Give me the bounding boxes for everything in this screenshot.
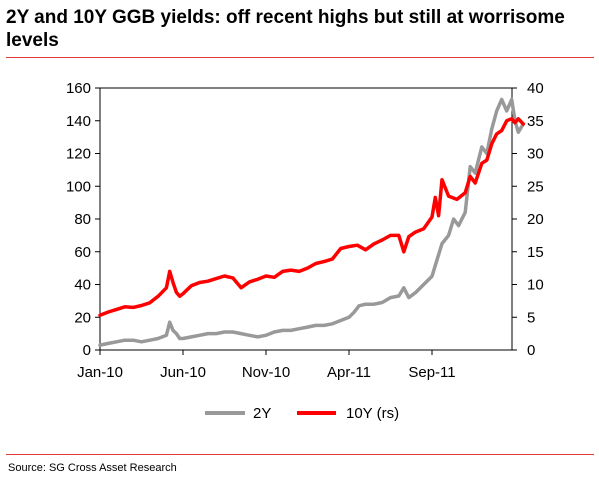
series-line-10y <box>98 117 526 318</box>
x-tick-label: Sep-11 <box>408 364 455 381</box>
source-rule <box>6 454 594 455</box>
line-chart: 0 20 40 60 80 100 120 140 160 0 5 10 15 20 25 30 35 40 J… <box>66 80 544 422</box>
legend-label: 2Y <box>253 405 271 422</box>
left-tick-label: 120 <box>66 146 91 163</box>
left-y-axis: 0 20 40 60 80 100 120 140 160 <box>66 80 100 359</box>
left-tick-label: 100 <box>66 178 91 195</box>
right-tick-label: 35 <box>527 113 544 130</box>
left-tick-label: 80 <box>74 211 91 228</box>
x-tick-label: Nov-10 <box>242 364 290 381</box>
legend-label: 10Y (rs) <box>346 405 399 422</box>
left-tick-label: 20 <box>74 309 91 326</box>
x-tick-label: Jan-10 <box>77 364 123 381</box>
left-tick-label: 0 <box>83 342 91 359</box>
right-y-axis: 0 5 10 15 20 25 30 35 40 <box>512 80 544 359</box>
right-tick-label: 25 <box>527 178 544 195</box>
left-tick-label: 160 <box>66 80 91 97</box>
chart-title: 2Y and 10Y GGB yields: off recent highs … <box>6 7 565 51</box>
legend: 2Y 10Y (rs) <box>205 405 399 422</box>
right-tick-label: 5 <box>527 309 535 326</box>
plot-area <box>99 87 513 351</box>
title-rule <box>6 57 594 58</box>
source-note: Source: SG Cross Asset Research <box>8 462 177 474</box>
x-axis: Jan-10 Jun-10 Nov-10 Apr-11 Sep-11 <box>77 350 456 381</box>
x-tick-label: Jun-10 <box>160 364 206 381</box>
right-tick-label: 30 <box>527 146 544 163</box>
series-line-2y <box>98 97 526 347</box>
x-tick-label: Apr-11 <box>327 364 371 381</box>
right-tick-label: 15 <box>527 244 544 261</box>
left-tick-label: 40 <box>74 277 91 294</box>
right-tick-label: 0 <box>527 342 535 359</box>
right-tick-label: 10 <box>527 277 544 294</box>
right-tick-label: 20 <box>527 211 544 228</box>
left-tick-label: 60 <box>74 244 91 261</box>
series-layer <box>98 97 526 347</box>
right-tick-label: 40 <box>527 80 544 97</box>
left-tick-label: 140 <box>66 113 91 130</box>
